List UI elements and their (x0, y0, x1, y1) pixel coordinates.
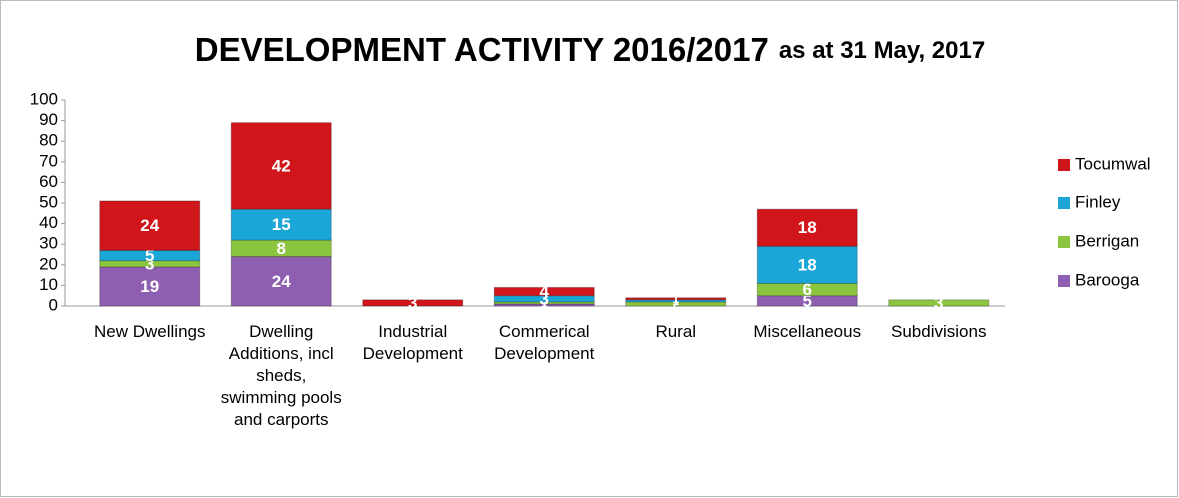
x-tick-label: Subdivisions (891, 322, 986, 341)
data-label: 3 (408, 293, 417, 312)
x-tick-label-line: Rural (655, 322, 696, 341)
x-tick-label: New Dwellings (94, 322, 205, 341)
x-tick-label: Dwelling Additions, incl sheds, swimming po… (221, 322, 342, 429)
data-label: 24 (140, 216, 159, 235)
data-label: 18 (798, 255, 817, 274)
data-label: 18 (798, 218, 817, 237)
data-label: 1 (672, 292, 679, 306)
bar-segment (756, 245, 858, 284)
data-label: 5 (145, 246, 154, 265)
legend-swatch (1058, 236, 1070, 248)
legend-label: Berrigan (1075, 231, 1139, 250)
bar-segment (756, 295, 858, 307)
legend-label: Barooga (1075, 270, 1140, 289)
bar-segment (888, 299, 990, 307)
bar-segment (99, 200, 201, 251)
y-tick-label: 70 (39, 151, 58, 170)
y-tick-label: 90 (39, 110, 58, 129)
x-tick-label-line: Additions, incl (229, 344, 334, 363)
y-tick-label: 80 (39, 131, 58, 150)
data-label: 3 (934, 293, 943, 312)
bar-segment (230, 122, 332, 210)
data-label: 19 (140, 277, 159, 296)
y-tick-label: 60 (39, 172, 58, 191)
x-tick-label: Industrial Development (363, 322, 463, 363)
x-tick-label: Rural (655, 322, 696, 341)
x-tick-label-line: Dwelling (249, 322, 313, 341)
legend-swatch (1058, 197, 1070, 209)
y-tick-label: 20 (39, 254, 58, 273)
chart-title-block: DEVELOPMENT ACTIVITY 2016/2017 as at 31 M… (195, 31, 985, 68)
x-tick-label-line: Development (363, 344, 463, 363)
x-tick-label-line: Miscellaneous (753, 322, 861, 341)
data-label: 3 (145, 254, 154, 273)
data-label: 1 (541, 298, 548, 312)
x-tick-label-line: sheds, (256, 366, 306, 385)
legend-swatch (1058, 159, 1070, 171)
legend-label: Tocumwal (1075, 154, 1151, 173)
data-label: 1 (672, 294, 679, 308)
chart-subtitle: as at 31 May, 2017 (779, 37, 985, 64)
x-tick-label-line: swimming pools (221, 388, 342, 407)
data-label: 8 (277, 239, 286, 258)
data-label: 5 (803, 291, 812, 310)
bar-segment (99, 266, 201, 307)
bar-segment (625, 297, 727, 301)
data-label: 4 (540, 282, 550, 301)
data-label: 15 (272, 215, 291, 234)
data-label: 3 (540, 289, 549, 308)
y-tick-label: 100 (30, 89, 58, 108)
data-label: 2 (672, 297, 679, 311)
bar-segment (756, 208, 858, 247)
y-tick-label: 50 (39, 192, 58, 211)
y-tick-label: 0 (49, 295, 58, 314)
legend-swatch (1058, 275, 1070, 287)
bar-segment (230, 208, 332, 241)
y-tick-label: 40 (39, 213, 58, 232)
x-tick-label-line: Subdivisions (891, 322, 986, 341)
x-tick-label-line: New Dwellings (94, 322, 205, 341)
x-tick-label-line: Industrial (378, 322, 447, 341)
y-tick-label: 10 (39, 275, 58, 294)
chart-title: DEVELOPMENT ACTIVITY 2016/2017 (195, 31, 769, 68)
x-tick-label: Miscellaneous (753, 322, 861, 341)
bar-segment (493, 295, 595, 303)
legend-label: Finley (1075, 192, 1121, 211)
bar-segment (493, 286, 595, 297)
x-tick-label-line: Commerical (499, 322, 590, 341)
x-tick-label-line: Development (494, 344, 594, 363)
data-label: 1 (541, 296, 548, 310)
bar-segment (230, 239, 332, 258)
x-tick-label: Commerical Development (494, 322, 594, 363)
x-tick-label-line: and carports (234, 410, 329, 429)
data-label: 24 (272, 272, 291, 291)
data-label: 42 (272, 156, 291, 175)
y-tick-label: 30 (39, 234, 58, 253)
data-label: 6 (803, 280, 812, 299)
bar-segment (362, 299, 464, 307)
bar-segment (230, 256, 332, 307)
